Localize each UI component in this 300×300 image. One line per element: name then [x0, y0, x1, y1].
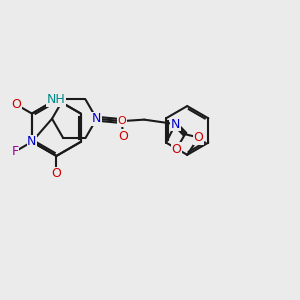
- Text: O: O: [118, 130, 128, 143]
- Text: O: O: [51, 167, 61, 180]
- Text: O: O: [194, 131, 203, 144]
- Text: O: O: [118, 116, 126, 126]
- Text: O: O: [172, 142, 181, 156]
- Text: O: O: [11, 98, 21, 111]
- Text: N: N: [27, 135, 37, 148]
- Text: NH: NH: [47, 93, 66, 106]
- Text: N: N: [92, 112, 101, 125]
- Text: N: N: [171, 118, 180, 130]
- Text: F: F: [12, 145, 19, 158]
